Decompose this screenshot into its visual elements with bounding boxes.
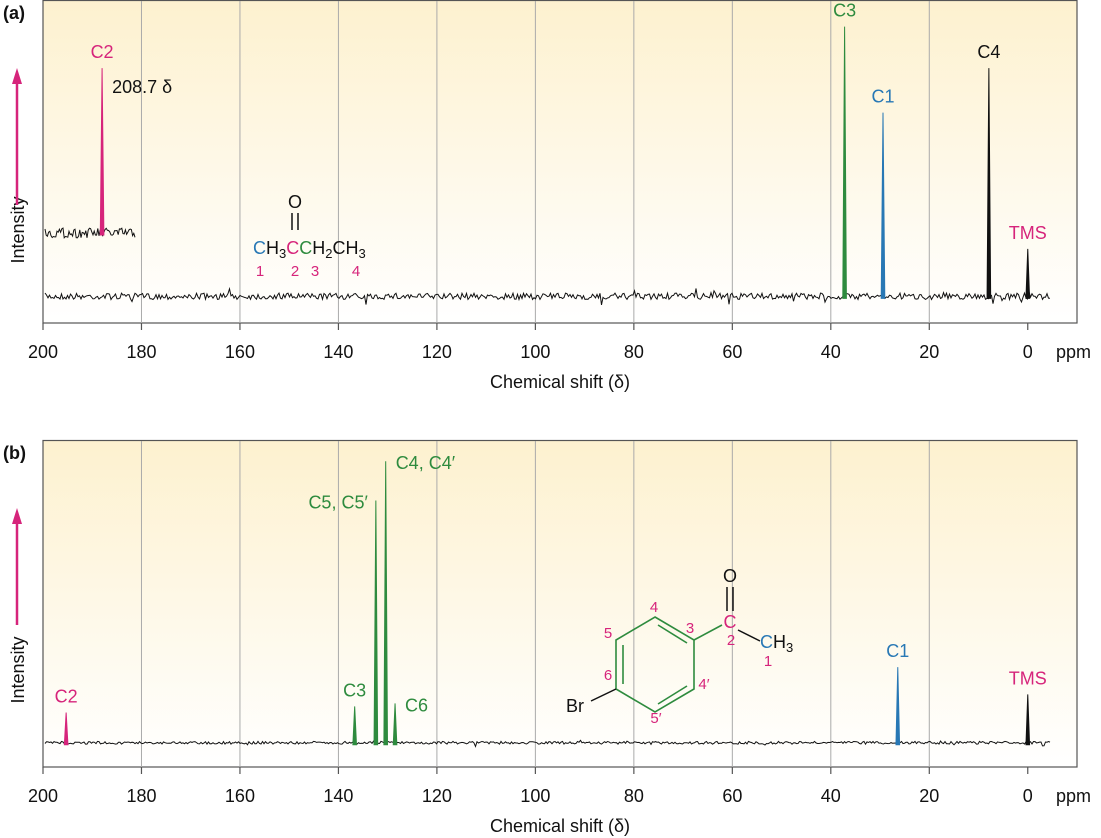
peak-label: C1 — [871, 87, 894, 107]
x-tick-label: 120 — [422, 786, 452, 806]
x-tick-label: 140 — [323, 786, 353, 806]
peak-label: C5, C5′ — [308, 493, 368, 513]
peak-label: C3 — [343, 680, 366, 700]
atom-number: 5 — [604, 625, 612, 642]
peak-label: C4 — [977, 42, 1000, 62]
x-tick-label: 120 — [422, 342, 452, 362]
panel-label: (b) — [3, 443, 26, 463]
peak-label: C2 — [55, 687, 78, 707]
peak-label: TMS — [1009, 668, 1047, 688]
atom-number: 6 — [604, 667, 612, 684]
carbon: C — [724, 612, 737, 632]
peak — [352, 706, 358, 746]
peak — [895, 667, 901, 746]
x-tick-label: 80 — [624, 342, 644, 362]
x-tick-label: 80 — [624, 786, 644, 806]
y-axis-label: Intensity — [8, 196, 28, 263]
molecule-a: O CH3CCH2CH3 1 2 3 4 — [253, 192, 366, 280]
x-tick-label: 60 — [722, 786, 742, 806]
atom-number: 3 — [686, 620, 694, 637]
peak — [99, 68, 105, 236]
methyl: CH3 — [760, 632, 793, 655]
atom-number: 2 — [291, 263, 299, 280]
ring-bond — [657, 624, 688, 644]
x-tick-label: 20 — [919, 786, 939, 806]
x-axis-label: Chemical shift (δ) — [490, 816, 630, 836]
bromine: Br — [566, 696, 584, 716]
plot-area — [42, 0, 1078, 324]
peak — [1025, 694, 1031, 746]
peak — [880, 112, 886, 299]
x-tick-label: 100 — [520, 342, 550, 362]
atom-number: 2 — [727, 632, 735, 649]
x-tick-label: 180 — [126, 342, 156, 362]
x-tick-label: 160 — [225, 786, 255, 806]
x-tick-label: 160 — [225, 342, 255, 362]
peak — [373, 500, 379, 746]
peak-label: C1 — [886, 641, 909, 661]
x-tick-label: 60 — [722, 342, 742, 362]
peak — [63, 712, 69, 746]
peak-label: C3 — [833, 1, 856, 21]
bond — [737, 629, 761, 642]
arrow-head — [12, 508, 22, 524]
x-tick-label: 0 — [1023, 786, 1033, 806]
bond — [693, 624, 723, 641]
x-tick-label: 40 — [821, 342, 841, 362]
atom-number: 4 — [352, 263, 360, 280]
x-tick-label: 140 — [323, 342, 353, 362]
x-tick-label: 40 — [821, 786, 841, 806]
peak-label: C4, C4′ — [396, 453, 456, 473]
inset-noise — [44, 227, 136, 239]
atom-number: 5′ — [650, 710, 661, 727]
x-tick-label: 200 — [28, 786, 58, 806]
atom-number: 3 — [311, 263, 319, 280]
peak — [1025, 248, 1031, 299]
peak — [842, 26, 847, 299]
atom-number: 4′ — [698, 676, 709, 693]
oxygen: O — [288, 192, 302, 212]
x-tick-label: 180 — [126, 786, 156, 806]
annotation: 208.7 δ — [112, 77, 172, 97]
peak-label: C2 — [91, 42, 114, 62]
arrow-head — [12, 68, 22, 84]
peak — [383, 461, 389, 746]
molecule-b: O C CH3 Br 4 5 3 6 4′ 5′ 2 1 — [566, 566, 793, 727]
atom-number: 4 — [650, 599, 658, 616]
formula: CH3CCH2CH3 — [253, 238, 366, 261]
x-tick-label: 20 — [919, 342, 939, 362]
y-axis-label: Intensity — [8, 636, 28, 703]
x-unit: ppm — [1056, 342, 1091, 362]
peak — [392, 703, 398, 746]
x-tick-label: 200 — [28, 342, 58, 362]
peak-label: C6 — [405, 695, 428, 715]
bond — [590, 688, 617, 702]
x-tick-label: 0 — [1023, 342, 1033, 362]
panel-label: (a) — [3, 3, 25, 23]
oxygen: O — [723, 566, 737, 586]
peak — [986, 68, 992, 299]
ring-bond — [657, 685, 688, 705]
atom-number: 1 — [256, 263, 264, 280]
x-unit: ppm — [1056, 786, 1091, 806]
noise — [44, 739, 1051, 748]
plot-area — [42, 439, 1078, 768]
x-axis-label: Chemical shift (δ) — [490, 372, 630, 392]
x-tick-label: 100 — [520, 786, 550, 806]
peak-label: TMS — [1009, 223, 1047, 243]
atom-number: 1 — [764, 653, 772, 670]
